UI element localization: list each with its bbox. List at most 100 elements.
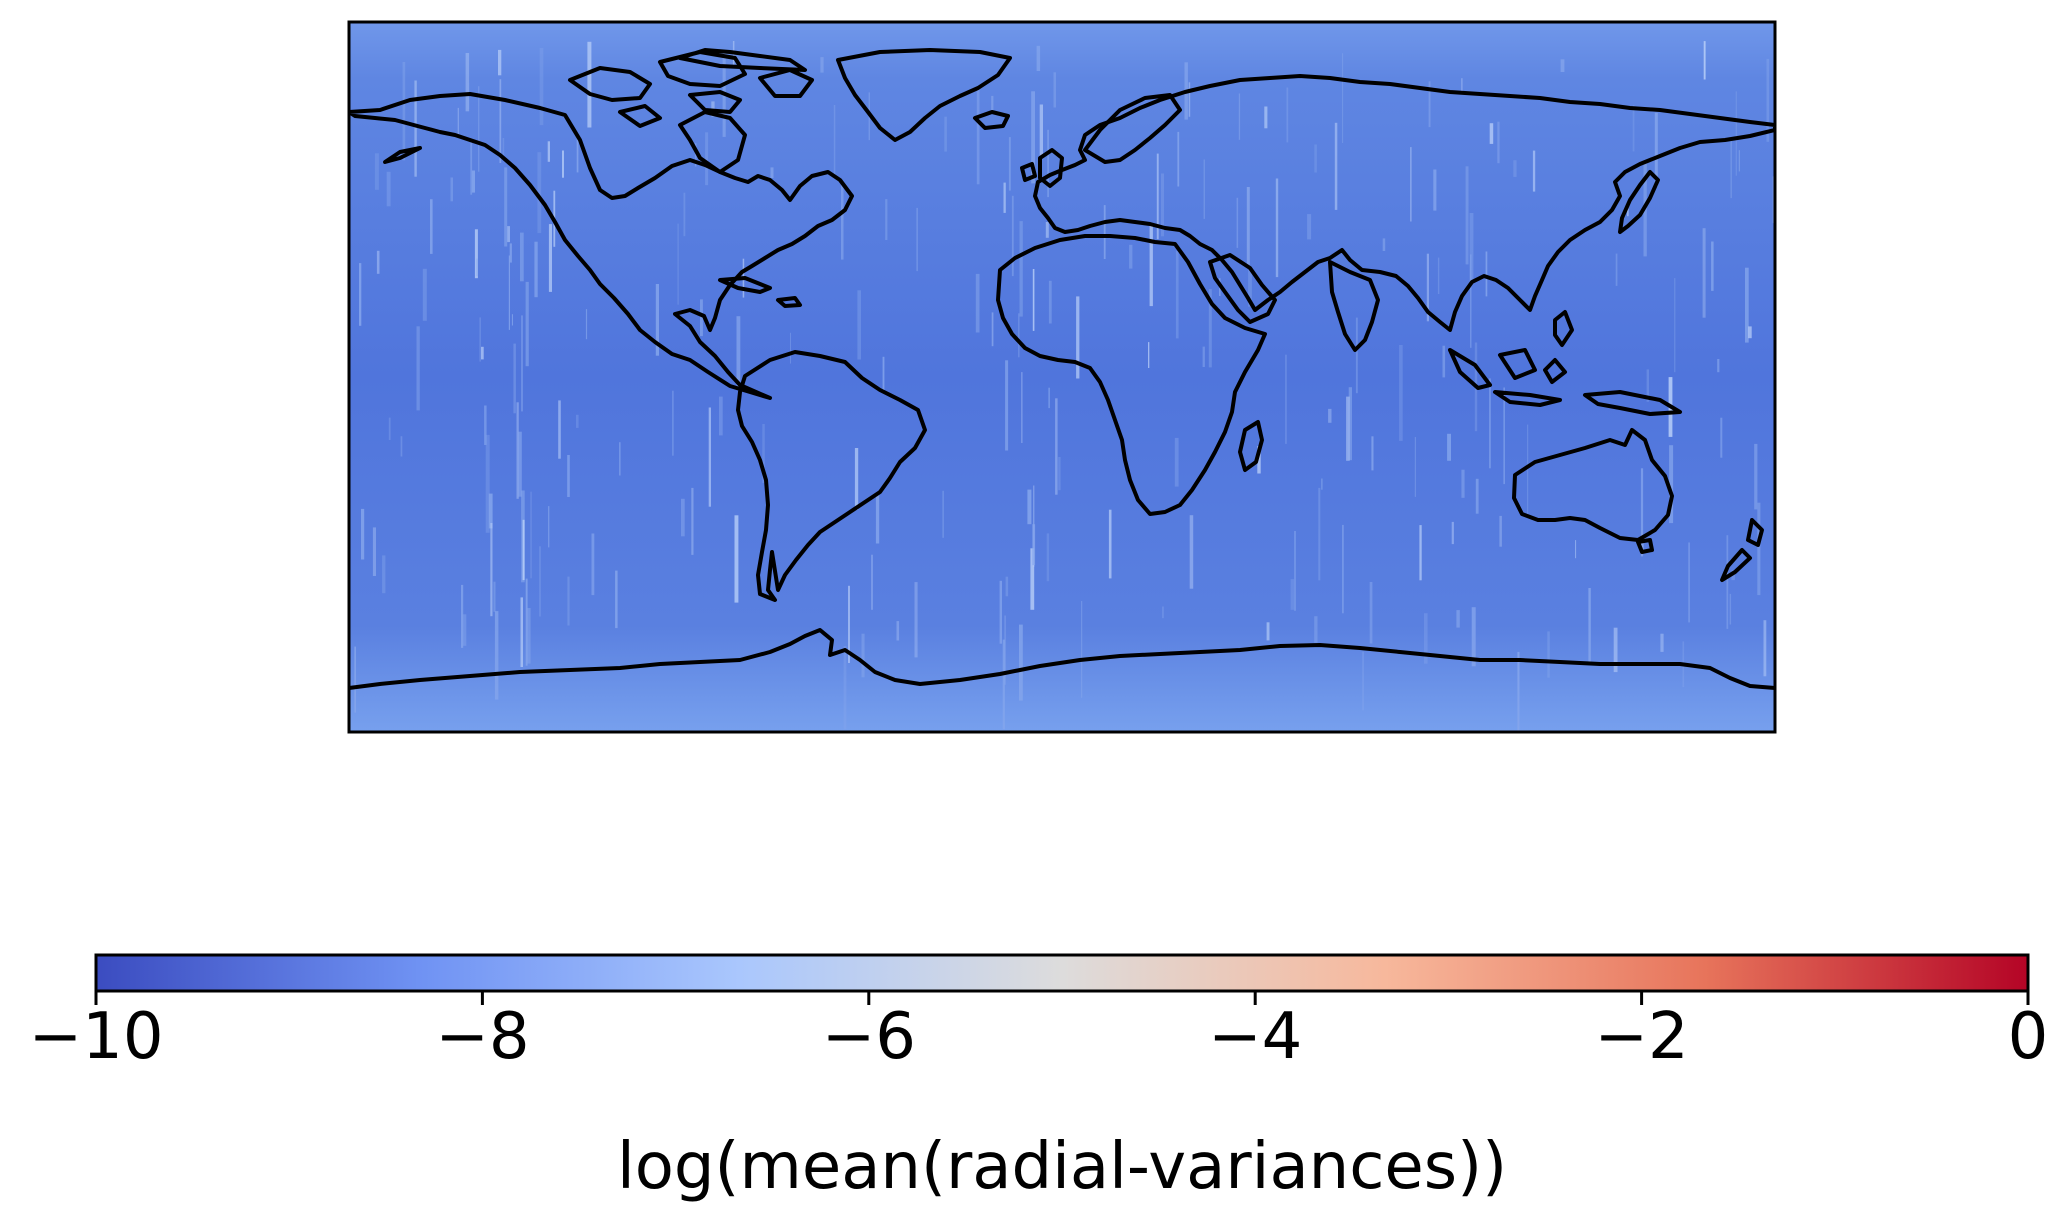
variance-streak — [1470, 254, 1472, 348]
variance-streak — [1328, 408, 1332, 423]
variance-streak — [848, 585, 850, 663]
variance-streak — [1588, 588, 1591, 663]
variance-streak — [1560, 59, 1565, 72]
variance-streak — [736, 316, 741, 388]
variance-streak — [843, 646, 847, 730]
variance-streaks — [349, 41, 1775, 732]
variance-streak — [1627, 204, 1629, 217]
variance-streak — [490, 523, 493, 617]
variance-streak — [422, 268, 427, 321]
variance-streak — [465, 53, 470, 112]
colorbar-label: log(mean(radial-variances)) — [617, 1130, 1507, 1204]
variance-streak — [530, 491, 532, 579]
variance-streak — [1076, 296, 1080, 379]
variance-streak — [567, 576, 570, 626]
variance-streak — [522, 519, 525, 581]
variance-streak — [1447, 433, 1451, 461]
variance-streak — [1264, 106, 1268, 129]
variance-streak — [499, 79, 502, 163]
coast-greenland — [836, 48, 1012, 142]
variance-streak — [1503, 387, 1505, 485]
variance-streak — [1527, 424, 1529, 518]
variance-streak — [450, 177, 453, 202]
variance-streak — [525, 281, 529, 367]
variance-streak — [1307, 214, 1312, 240]
variance-streak — [1021, 372, 1023, 443]
coast-japan — [1618, 170, 1660, 234]
variance-streak — [1149, 223, 1153, 307]
variance-streak — [770, 167, 774, 178]
variance-streak — [1717, 359, 1720, 373]
variance-streak — [537, 152, 542, 234]
variance-streak — [1424, 613, 1428, 664]
variance-streak — [871, 554, 873, 610]
variance-streak — [1005, 360, 1009, 451]
variance-streak — [1469, 213, 1474, 283]
coast-arctic-islands — [568, 48, 814, 128]
variance-streak — [1748, 326, 1752, 339]
variance-streak — [991, 312, 994, 347]
variance-streak — [655, 284, 659, 356]
variance-streak — [875, 494, 880, 544]
variance-streak — [548, 506, 550, 548]
variance-streak — [1711, 241, 1714, 291]
variance-streak — [539, 47, 544, 126]
variance-streak — [916, 207, 918, 272]
variance-streak — [1428, 81, 1431, 128]
variance-streak — [1547, 631, 1550, 678]
coastlines — [349, 48, 1775, 690]
variance-streak — [1002, 639, 1005, 730]
variance-streak — [1208, 289, 1212, 368]
variance-streak — [1465, 166, 1469, 265]
variance-streak — [359, 263, 362, 326]
variance-streak — [1174, 437, 1179, 487]
variance-streak — [1437, 257, 1440, 294]
coast-new-zealand — [1720, 518, 1764, 582]
variance-streak — [1654, 112, 1658, 187]
coast-tasmania — [1636, 538, 1654, 554]
variance-streak — [470, 141, 473, 195]
variance-streak — [1451, 521, 1454, 545]
variance-streak — [1342, 53, 1344, 144]
variance-streak — [479, 317, 481, 362]
variance-streak — [527, 608, 531, 664]
variance-streak — [1735, 91, 1737, 176]
coast-south-america — [736, 350, 927, 602]
variance-streak — [1032, 524, 1036, 566]
variance-streak — [1475, 478, 1479, 514]
variance-streak — [414, 80, 417, 177]
variance-streak — [1632, 105, 1635, 152]
variance-streak — [507, 226, 510, 243]
variance-streak — [1517, 651, 1520, 732]
variance-streak — [567, 455, 570, 497]
variance-streak — [430, 199, 433, 254]
variance-streak — [1011, 195, 1014, 277]
variance-streak — [1641, 536, 1644, 553]
variance-streak — [854, 448, 859, 510]
variance-streak — [1346, 396, 1350, 461]
variance-streak — [1246, 187, 1250, 267]
variance-streak — [976, 86, 980, 185]
variance-streak — [361, 508, 365, 560]
coast-hudson-bay — [678, 110, 747, 174]
variance-streak — [1660, 633, 1664, 652]
variance-streak — [558, 400, 561, 459]
variance-streak — [1646, 369, 1649, 402]
variance-streak — [1019, 624, 1023, 701]
variance-streak — [462, 614, 467, 646]
variance-streak — [944, 116, 947, 152]
variance-streak — [1003, 182, 1006, 213]
variance-streak — [820, 57, 824, 73]
coast-alaska-tip — [383, 146, 422, 164]
variance-streak — [1371, 436, 1374, 471]
variance-streak — [841, 183, 844, 260]
variance-streak — [494, 611, 499, 700]
variance-streak — [547, 141, 550, 162]
variance-streak — [521, 315, 523, 412]
variance-streak — [1763, 620, 1767, 677]
variance-streak — [1318, 487, 1321, 581]
variance-streak — [1414, 437, 1416, 497]
coast-eurasia — [1033, 74, 1775, 332]
variance-streak — [1513, 160, 1517, 177]
variance-streak — [1497, 121, 1500, 164]
